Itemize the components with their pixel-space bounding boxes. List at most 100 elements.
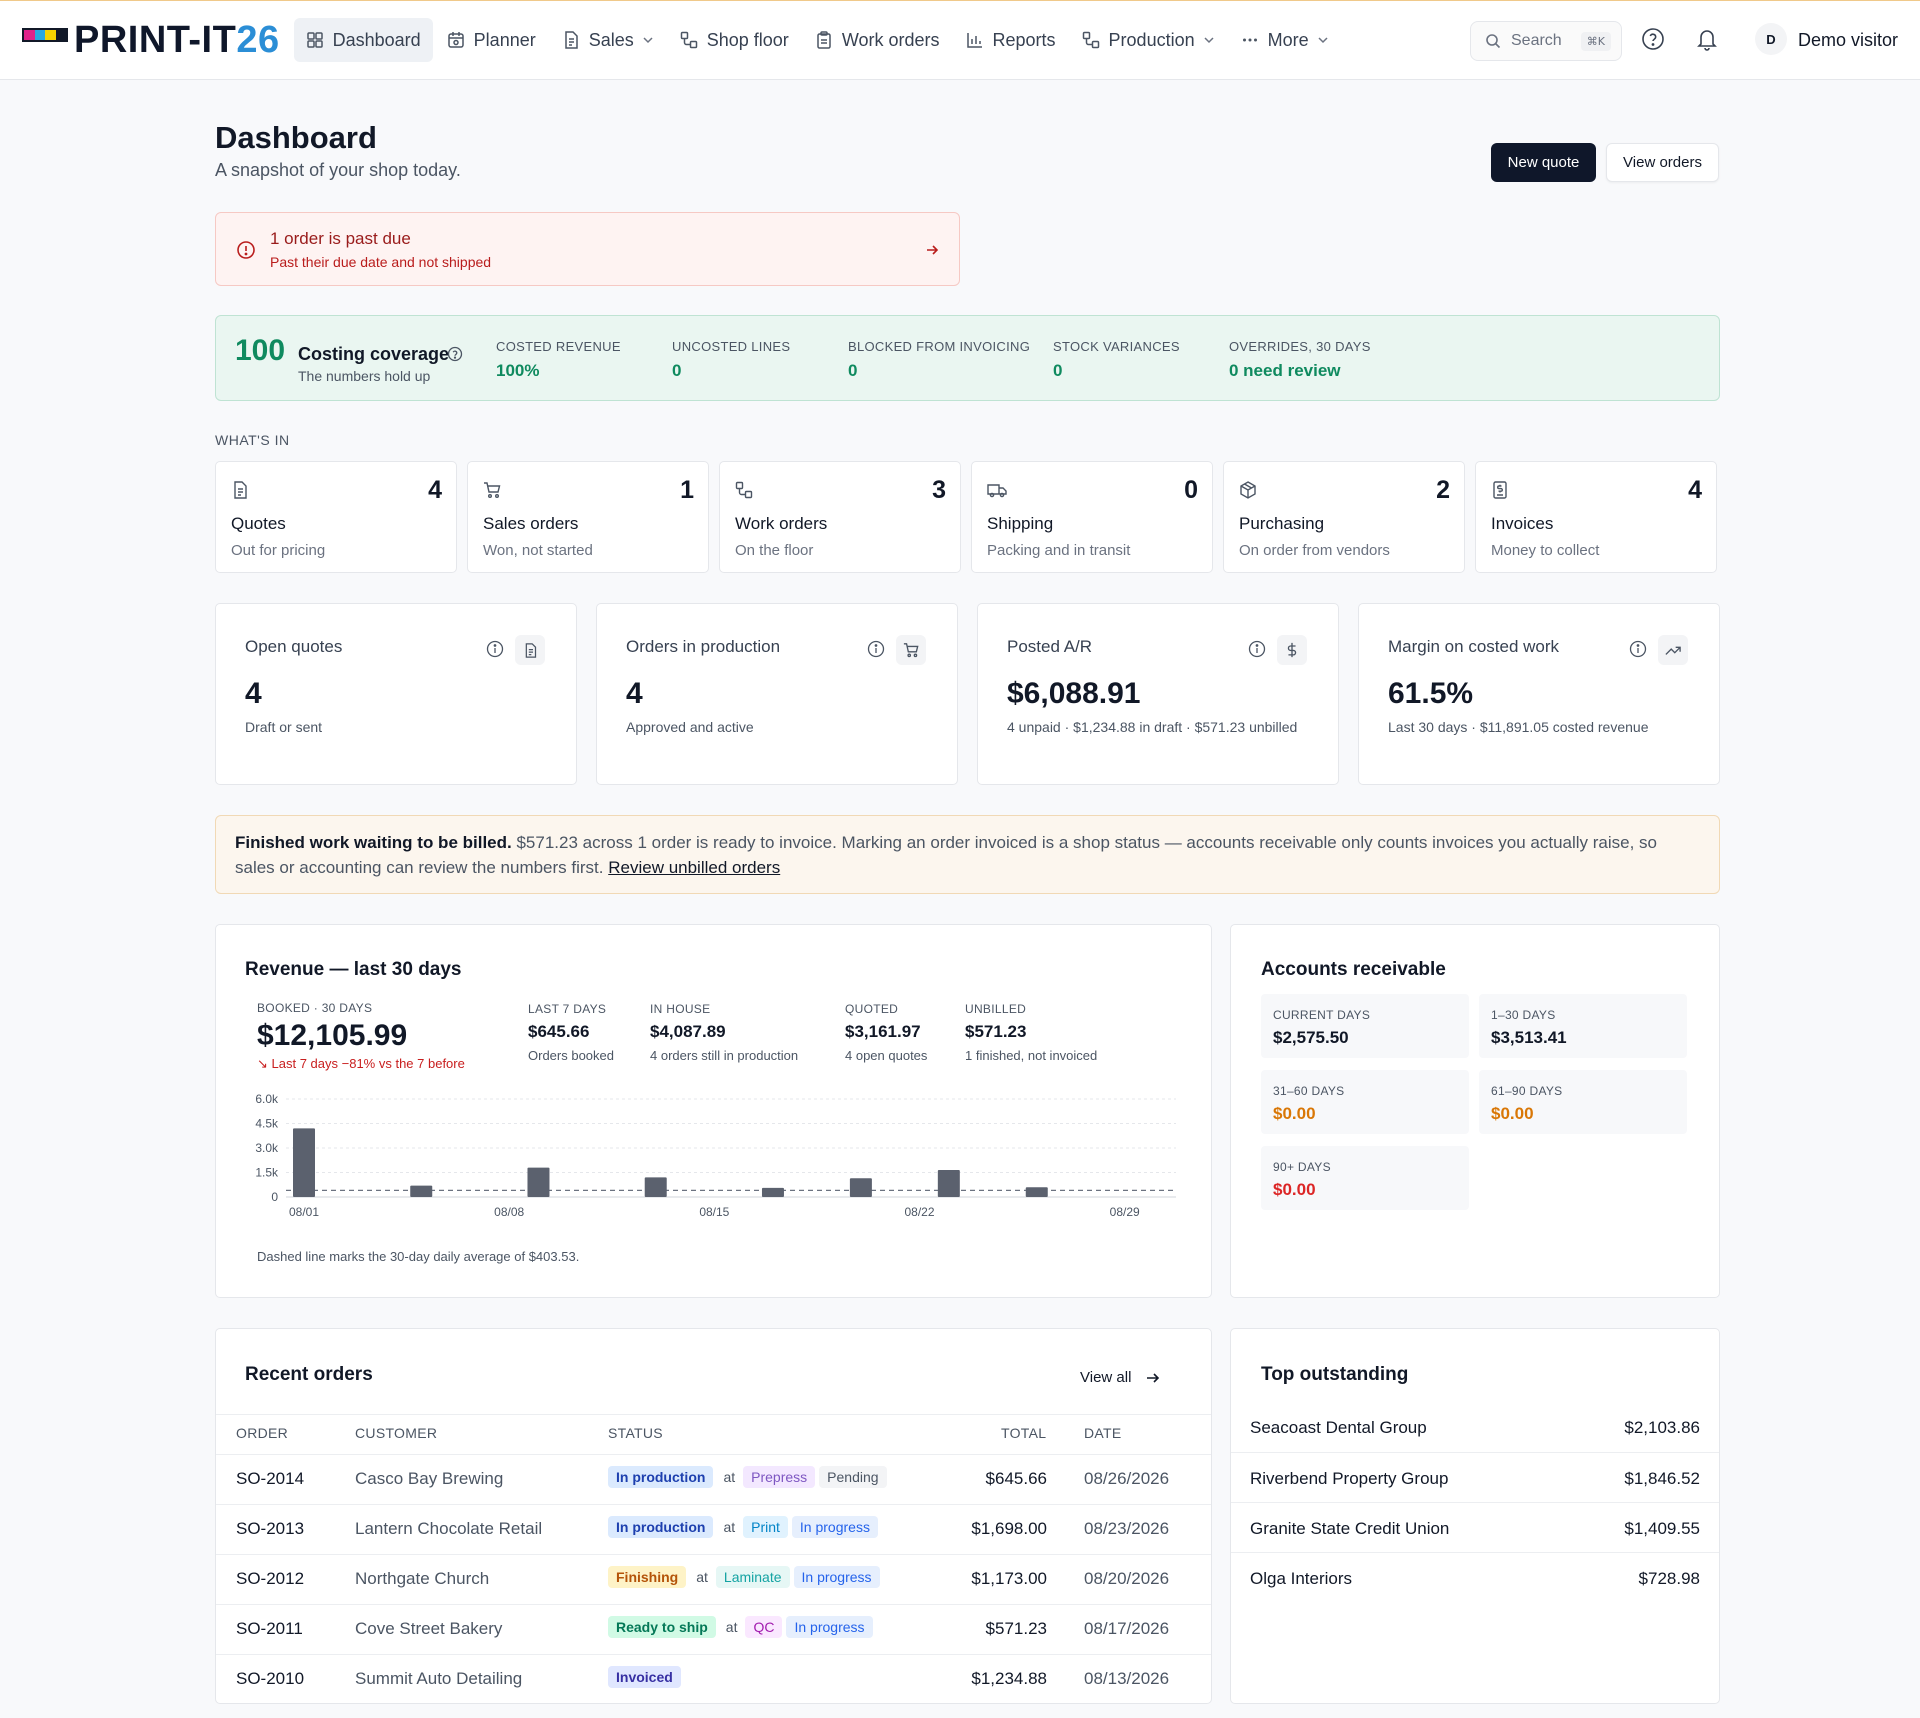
stat-label: LAST 7 DAYS: [528, 1002, 607, 1016]
top-outstanding-card: Top outstanding Seacoast Dental Group $2,…: [1230, 1328, 1720, 1704]
ar-bucket[interactable]: 31–60 DAYS $0.00: [1261, 1070, 1469, 1134]
recent-orders-title: Recent orders: [245, 1364, 373, 1385]
revenue-bar[interactable]: [937, 1170, 960, 1197]
revenue-bar[interactable]: [527, 1167, 550, 1197]
revenue-bar[interactable]: [1025, 1187, 1048, 1197]
table-row[interactable]: SO-2014 Casco Bay Brewing In production at P…: [216, 1454, 1211, 1504]
outstanding-row[interactable]: Granite State Credit Union $1,409.55: [1231, 1502, 1719, 1552]
view-orders-button[interactable]: View orders: [1606, 143, 1719, 182]
ar-bucket[interactable]: 61–90 DAYS $0.00: [1479, 1070, 1687, 1134]
nav-planner[interactable]: Planner: [435, 18, 548, 62]
outstanding-amount: $1,409.55: [1624, 1519, 1700, 1538]
past-due-alert[interactable]: 1 order is past due Past their due date …: [215, 212, 960, 286]
revenue-bar[interactable]: [761, 1187, 784, 1197]
bell-icon[interactable]: [1696, 27, 1718, 51]
table-row[interactable]: SO-2011 Cove Street Bakery Ready to ship at…: [216, 1604, 1211, 1654]
logo[interactable]: PRINT-IT26: [22, 19, 280, 62]
tile-quotes[interactable]: 4 Quotes Out for pricing: [215, 461, 457, 573]
state-pill: In progress: [793, 1566, 880, 1588]
package-icon: [1240, 481, 1256, 499]
order-id[interactable]: SO-2013: [236, 1519, 305, 1538]
at-label: at: [723, 1469, 736, 1485]
document-icon: [234, 481, 247, 499]
help-icon[interactable]: [447, 346, 463, 362]
nav-dashboard-label: Dashboard: [332, 29, 421, 50]
user-name[interactable]: Demo visitor: [1798, 30, 1899, 50]
nav-reports[interactable]: Reports: [954, 18, 1068, 62]
tile-count: 0: [1184, 476, 1198, 504]
search-icon: [1486, 34, 1501, 49]
table-row[interactable]: SO-2012 Northgate Church Finishing at Lamina…: [216, 1554, 1211, 1604]
outstanding-row[interactable]: Riverbend Property Group $1,846.52: [1231, 1452, 1719, 1502]
col-header: CUSTOMER: [355, 1425, 438, 1441]
tile-title: Quotes: [231, 514, 286, 533]
ar-bucket[interactable]: 90+ DAYS $0.00: [1261, 1146, 1469, 1210]
tile-count: 4: [1688, 476, 1702, 504]
stage-pill: Prepress: [743, 1466, 816, 1488]
order-status: Finishing at Laminate In progress: [608, 1566, 884, 1588]
nav-dashboard[interactable]: Dashboard: [293, 18, 433, 62]
revenue-bar[interactable]: [644, 1177, 667, 1197]
ar-bucket[interactable]: 1–30 DAYS $3,513.41: [1479, 994, 1687, 1058]
review-unbilled-link[interactable]: Review unbilled orders: [608, 858, 781, 877]
info-icon[interactable]: [486, 640, 504, 658]
revenue-bar[interactable]: [293, 1128, 315, 1197]
kpi-subtitle: Approved and active: [626, 719, 754, 735]
tile-count: 4: [428, 476, 442, 504]
kpi-orders-in-production[interactable]: Orders in production 4 Approved and acti…: [596, 603, 958, 785]
search-button[interactable]: Search ⌘K: [1470, 21, 1622, 61]
truck-icon: [987, 484, 1007, 498]
tile-purchasing[interactable]: 2 Purchasing On order from vendors: [1223, 461, 1465, 573]
kpi-open-quotes[interactable]: Open quotes 4 Draft or sent: [215, 603, 577, 785]
nav-work-orders[interactable]: Work orders: [803, 18, 952, 62]
ar-bucket[interactable]: CURRENT DAYS $2,575.50: [1261, 994, 1469, 1058]
page-subtitle: A snapshot of your shop today.: [215, 160, 461, 180]
new-quote-button[interactable]: New quote: [1491, 143, 1596, 182]
tile-sales-orders[interactable]: 1 Sales orders Won, not started: [467, 461, 709, 573]
stat-sub: 4 orders still in production: [650, 1048, 799, 1063]
coverage-label: Costing coverage: [298, 344, 450, 364]
tile-title: Work orders: [735, 514, 828, 533]
info-icon[interactable]: [1248, 640, 1266, 658]
table-row[interactable]: SO-2013 Lantern Chocolate Retail In produc…: [216, 1504, 1211, 1554]
order-total: $571.23: [985, 1619, 1047, 1638]
chart-note: Dashed line marks the 30-day daily avera…: [257, 1249, 580, 1264]
nav-shop-floor[interactable]: Shop floor: [668, 18, 801, 62]
order-id[interactable]: SO-2010: [236, 1669, 305, 1688]
kpi-posted-ar[interactable]: Posted A/R $6,088.91 4 unpaid · $1,234.8…: [977, 603, 1339, 785]
help-icon[interactable]: [1641, 27, 1665, 51]
nav-production[interactable]: Production: [1070, 18, 1227, 62]
y-tick-label: 1.5k: [255, 1166, 279, 1180]
view-all-link[interactable]: View all: [1080, 1369, 1161, 1386]
order-date: 08/26/2026: [1084, 1469, 1170, 1488]
order-status: Invoiced: [608, 1666, 685, 1688]
coverage-subtitle: The numbers hold up: [298, 368, 431, 384]
outstanding-row[interactable]: Olga Interiors $728.98: [1231, 1552, 1719, 1602]
tile-work-orders[interactable]: 3 Work orders On the floor: [719, 461, 961, 573]
nav-sales[interactable]: Sales: [550, 18, 666, 62]
nav-more[interactable]: More: [1229, 18, 1341, 62]
tile-invoices[interactable]: 4 Invoices Money to collect: [1475, 461, 1717, 573]
order-id[interactable]: SO-2012: [236, 1569, 305, 1588]
order-total: $1,698.00: [971, 1519, 1047, 1538]
outstanding-row[interactable]: Seacoast Dental Group $2,103.86: [1231, 1402, 1719, 1452]
coverage-metric: BLOCKED FROM INVOICING 0: [848, 339, 1031, 380]
revenue-card: Revenue — last 30 days BOOKED · 30 DAYS …: [215, 924, 1212, 1298]
tile-shipping[interactable]: 0 Shipping Packing and in transit: [971, 461, 1213, 573]
stat-value: $571.23: [965, 1022, 1027, 1041]
revenue-bar[interactable]: [849, 1178, 872, 1197]
order-id[interactable]: SO-2011: [236, 1619, 303, 1638]
x-tick-label: 08/01: [289, 1205, 319, 1219]
order-id[interactable]: SO-2014: [236, 1469, 305, 1488]
revenue-bar[interactable]: [410, 1185, 433, 1197]
status-pill: Ready to ship: [608, 1616, 716, 1638]
coverage-metric: UNCOSTED LINES 0: [672, 339, 791, 380]
table-row[interactable]: SO-2010 Summit Auto Detailing Invoiced $1,2…: [216, 1654, 1211, 1703]
kpi-margin[interactable]: Margin on costed work 61.5% Last 30 days…: [1358, 603, 1720, 785]
kpi-icon-box: [1658, 635, 1688, 665]
info-icon[interactable]: [1629, 640, 1647, 658]
avatar[interactable]: D: [1755, 23, 1787, 55]
info-icon[interactable]: [867, 640, 885, 658]
x-tick-label: 08/29: [1110, 1205, 1140, 1219]
nav-shop-floor-label: Shop floor: [706, 29, 789, 50]
